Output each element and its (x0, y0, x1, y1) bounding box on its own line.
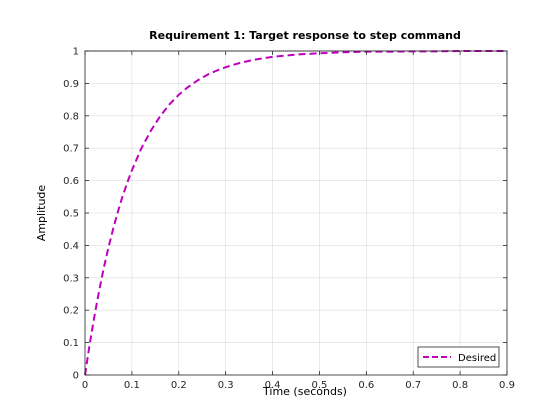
y-tick-label-5: 0.5 (63, 209, 79, 220)
x-axis-label: Time (seconds) (262, 385, 347, 398)
x-tick-label-3: 0.3 (218, 380, 234, 391)
legend-label-desired: Desired (458, 353, 496, 364)
x-tick-label-1: 0.1 (124, 380, 140, 391)
ticks: 0 0.1 0.2 0.3 0.4 0.5 0.6 0.7 0.8 0.9 0 0.1 0.2 0.3 0.… (63, 47, 515, 392)
y-tick-label-4: 0.4 (63, 241, 79, 252)
legend: Desired (417, 346, 500, 368)
x-tick-label-7: 0.7 (405, 380, 421, 391)
y-tick-label-9: 0.9 (63, 79, 79, 90)
x-tick-label-5: 0.5 (311, 380, 327, 391)
x-tick-label-0: 0 (82, 380, 88, 391)
y-tick-label-0: 0 (73, 371, 79, 382)
y-tick-label-1: 0.1 (63, 338, 79, 349)
x-tick-label-6: 0.6 (358, 380, 374, 391)
legend-box (417, 346, 500, 368)
x-tick-label-8: 0.8 (452, 380, 468, 391)
y-tick-label-2: 0.2 (63, 306, 79, 317)
chart-title: Requirement 1: Target response to step c… (149, 29, 461, 42)
series-line-desired (84, 50, 507, 376)
y-axis-label: Amplitude (35, 185, 48, 242)
y-tick-label-6: 0.6 (63, 176, 79, 187)
x-tick-label-2: 0.2 (171, 380, 187, 391)
y-tick-label-7: 0.7 (63, 144, 79, 155)
x-tick-label-4: 0.4 (265, 380, 281, 391)
y-tick-label-8: 0.8 (63, 111, 79, 122)
y-tick-label-3: 0.3 (63, 273, 79, 284)
x-tick-label-9: 0.9 (499, 380, 515, 391)
y-tick-label-10: 1 (73, 47, 79, 58)
